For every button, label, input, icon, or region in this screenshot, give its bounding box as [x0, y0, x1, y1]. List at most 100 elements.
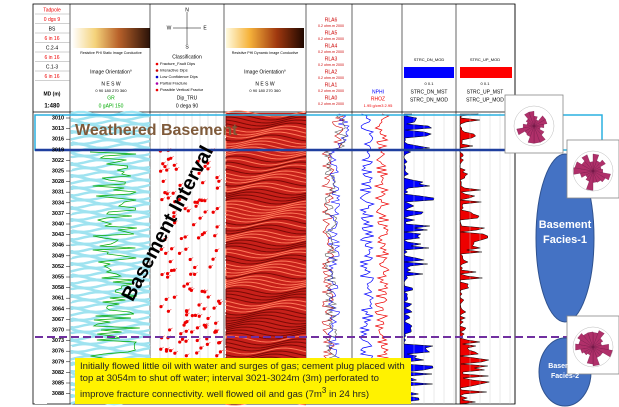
note: Initially flowed little oil with water a…: [75, 358, 411, 404]
label: 0.2 ohm.m 2000: [318, 76, 344, 80]
label: 3085: [52, 380, 64, 386]
label: Possible Vertical Fractur: [160, 87, 204, 92]
label: 0 dega 90: [176, 103, 198, 109]
label: C.1-3: [46, 64, 58, 70]
label: 3064: [52, 306, 65, 312]
dip-marker: [192, 223, 195, 226]
dip-marker: [201, 290, 204, 293]
dip-marker: [196, 201, 199, 204]
label: Fracture_Fault Dips: [160, 61, 195, 66]
legend-marker: [156, 63, 159, 66]
label: 3052: [52, 264, 64, 270]
label: 3049: [52, 253, 64, 259]
label: Interactive Dips: [160, 68, 188, 73]
dip-marker: [170, 247, 173, 250]
dip-marker: [166, 192, 169, 195]
dip-marker: [169, 157, 172, 160]
depth-column: [35, 113, 47, 404]
dip-marker: [185, 313, 188, 316]
dip-marker: [206, 343, 209, 346]
dynamic-colorbar: [226, 28, 304, 48]
note-tail: in 24 hrs): [326, 389, 369, 400]
label: 3046: [52, 243, 64, 249]
label: 0 dgs 9: [44, 17, 61, 23]
label: Tadpole: [43, 7, 61, 13]
dip-marker: [189, 273, 192, 276]
label: 3076: [52, 349, 64, 355]
label: Dip_TRU: [177, 95, 198, 101]
label: MD (m): [44, 91, 61, 97]
label: 3043: [52, 232, 64, 238]
label: 3088: [52, 391, 64, 397]
dip-marker: [214, 322, 217, 325]
label: RLA3: [325, 56, 338, 62]
label: N E S W: [255, 81, 274, 87]
label: Image Orientation°: [90, 69, 132, 75]
label: Facies-2: [551, 373, 579, 380]
dip-marker: [160, 198, 163, 201]
label: 3082: [52, 370, 64, 376]
label: 3031: [52, 190, 64, 196]
label: GR: [107, 95, 115, 101]
label: Classification: [172, 54, 202, 60]
dip-marker: [216, 207, 219, 210]
dip-marker: [195, 351, 198, 354]
page: Weathered Basement Basement Interval Tad…: [0, 0, 619, 407]
legend-marker: [156, 82, 159, 85]
label: C.2-4: [46, 45, 58, 51]
dip-marker: [219, 350, 222, 353]
label: 6 in 16: [44, 74, 59, 80]
label: 0 0.1: [481, 81, 491, 86]
dip-marker: [186, 282, 189, 285]
dip-marker: [165, 168, 168, 171]
dip-marker: [196, 326, 199, 329]
label: 0 gAPI 150: [99, 103, 124, 109]
label: 3073: [52, 338, 64, 344]
label: 0 90 180 270 360: [95, 88, 127, 93]
label: 0.2 ohm.m 2000: [318, 24, 344, 28]
label: 3055: [52, 274, 64, 280]
label: 3058: [52, 285, 64, 291]
up-color-box: [460, 67, 512, 78]
dip-marker: [189, 258, 192, 261]
well-log: Weathered Basement Basement Interval Tad…: [0, 0, 619, 407]
label: 3022: [52, 158, 64, 164]
dip-marker: [212, 211, 215, 214]
label: Facies-1: [543, 234, 587, 246]
label: RLA0: [325, 95, 338, 101]
dip-marker: [212, 307, 215, 310]
label: 0.2 ohm.m 2000: [318, 37, 344, 41]
dip-marker: [197, 236, 200, 239]
dip-marker: [173, 296, 176, 299]
label: 1:480: [44, 104, 60, 110]
dip-marker: [185, 309, 188, 312]
dip-marker: [193, 273, 196, 276]
weathered-label: Weathered Basement: [75, 122, 238, 139]
static-colorbar: [72, 28, 150, 48]
dip-marker: [178, 340, 181, 343]
label: 0 90 180 270 360: [249, 88, 281, 93]
label: RLA1: [325, 82, 338, 88]
label: Resistive PHI Dynamic Image Conductive: [232, 51, 299, 55]
label: Low Confidence Dips: [160, 74, 198, 79]
label: Resistive PHI Static Image Conductive: [80, 51, 142, 55]
label: RLA4: [325, 43, 338, 49]
dip-marker: [159, 348, 162, 351]
label: W: [167, 25, 172, 31]
label: RLA6: [325, 17, 338, 23]
dip-marker: [166, 276, 169, 279]
dip-marker: [206, 317, 209, 320]
label: 0 0.1: [425, 81, 435, 86]
label: 3037: [52, 211, 64, 217]
label: NPHI: [372, 89, 384, 95]
label: 0.2 ohm.m 2000: [318, 102, 344, 106]
label: 3013: [52, 126, 64, 132]
dip-marker: [215, 176, 218, 179]
dip-marker: [179, 332, 182, 335]
dip-marker: [199, 346, 202, 349]
label: 3079: [52, 359, 64, 365]
label: 3040: [52, 221, 64, 227]
dip-marker: [203, 290, 206, 293]
label: 3025: [52, 168, 64, 174]
label: STRC_UP_MOD: [466, 97, 504, 103]
